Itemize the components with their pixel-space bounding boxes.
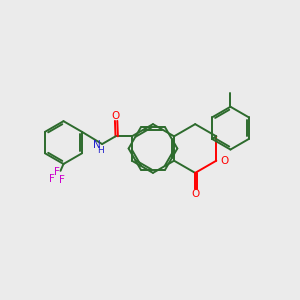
Text: F: F xyxy=(49,174,55,184)
Text: O: O xyxy=(112,111,120,121)
Text: F: F xyxy=(54,167,60,177)
Text: H: H xyxy=(97,146,104,155)
Text: O: O xyxy=(191,189,199,199)
Text: F: F xyxy=(59,175,64,185)
Text: N: N xyxy=(93,140,100,150)
Text: O: O xyxy=(220,156,229,166)
